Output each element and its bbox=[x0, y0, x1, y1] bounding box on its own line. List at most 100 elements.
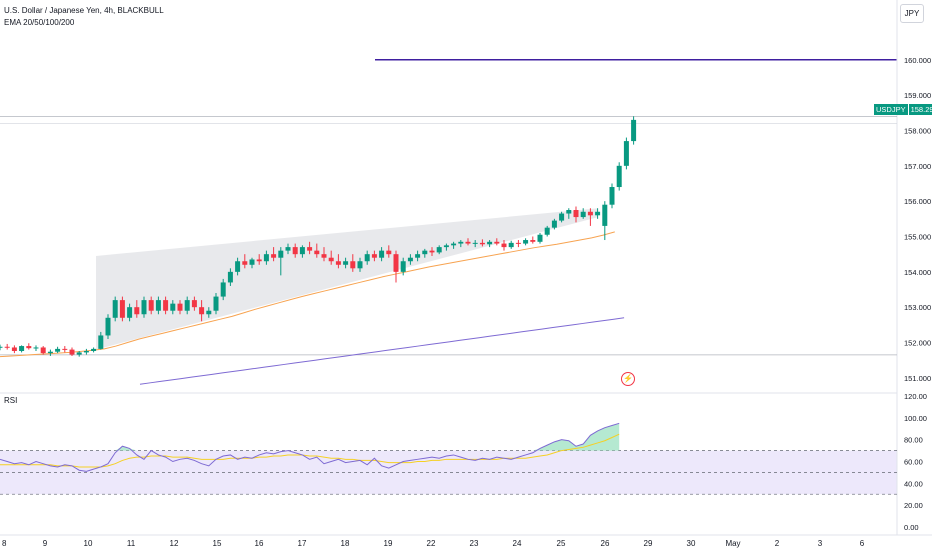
candle-body bbox=[33, 347, 39, 349]
ema-200-line bbox=[139, 317, 625, 385]
candle-body bbox=[227, 271, 233, 283]
time-axis-label: 26 bbox=[601, 539, 610, 548]
price-axis-label: 157.000 bbox=[904, 162, 931, 171]
candle-body bbox=[566, 210, 572, 214]
candle-body bbox=[4, 346, 10, 348]
candle-body bbox=[422, 250, 428, 255]
candle-body bbox=[371, 254, 377, 258]
candle-body bbox=[26, 346, 32, 349]
candle-body bbox=[83, 351, 89, 353]
price-axis-label: 159.000 bbox=[904, 91, 931, 100]
candle-body bbox=[278, 250, 284, 258]
candle-body bbox=[451, 243, 457, 246]
candle-body bbox=[256, 259, 262, 262]
candle-body bbox=[307, 247, 313, 251]
candle-body bbox=[199, 307, 205, 315]
grid-lines bbox=[0, 0, 932, 536]
candle-body bbox=[523, 240, 529, 244]
rising-wedge-drawing[interactable] bbox=[96, 208, 598, 350]
price-axis-label: 154.000 bbox=[904, 268, 931, 277]
candle-body bbox=[220, 282, 226, 297]
candle-body bbox=[40, 347, 46, 354]
candle-body bbox=[55, 348, 61, 352]
price-axis-label: 151.000 bbox=[904, 374, 931, 383]
time-axis-label: 3 bbox=[818, 539, 823, 548]
rsi-axis-label: 40.00 bbox=[904, 479, 923, 488]
candle-body bbox=[19, 346, 25, 352]
candle-body bbox=[98, 335, 104, 349]
candle-body bbox=[530, 240, 536, 242]
candle-body bbox=[11, 347, 17, 352]
price-axis-label: 155.000 bbox=[904, 233, 931, 242]
currency-button[interactable]: JPY bbox=[900, 4, 924, 23]
candle-body bbox=[595, 211, 601, 216]
ema-50-line bbox=[0, 231, 615, 358]
candle-body bbox=[69, 349, 75, 355]
candle-body bbox=[299, 247, 305, 255]
price-axis-label: 156.000 bbox=[904, 197, 931, 206]
rsi-label: RSI bbox=[4, 396, 18, 405]
candle-body bbox=[537, 234, 543, 242]
candle-body bbox=[249, 259, 255, 265]
candle-body bbox=[623, 141, 629, 166]
candle-body bbox=[350, 261, 356, 269]
candle-body bbox=[335, 261, 341, 265]
last-price-symbol: USDJPY bbox=[874, 104, 908, 115]
candle-body bbox=[580, 211, 586, 218]
candle-body bbox=[105, 317, 111, 336]
candle-body bbox=[271, 254, 277, 258]
candle-body bbox=[415, 254, 421, 258]
time-axis-label: 10 bbox=[84, 539, 93, 548]
indicator-legend[interactable]: EMA 20/50/100/200 bbox=[4, 18, 75, 27]
rsi-axis-label: 100.00 bbox=[904, 414, 927, 423]
candle-body bbox=[616, 165, 622, 188]
last-price-value: 158.299 bbox=[908, 104, 932, 115]
candle-body bbox=[0, 346, 3, 348]
rsi-band-fill bbox=[0, 450, 897, 495]
time-axis-label: 19 bbox=[384, 539, 393, 548]
candle-body bbox=[328, 257, 334, 262]
candle-body bbox=[321, 254, 327, 258]
candle-body bbox=[177, 303, 183, 311]
candle-body bbox=[559, 213, 565, 221]
time-axis[interactable]: 8 9 10 11 12 15 16 17 18 19 22 23 24 25 26 29 30 May 2 3 6 bbox=[2, 539, 865, 548]
time-axis-label: 23 bbox=[470, 539, 479, 548]
rsi-axis-label: 80.00 bbox=[904, 436, 923, 445]
candle-body bbox=[573, 210, 579, 218]
event-bolt-icon[interactable]: ⚡ bbox=[621, 372, 635, 386]
candle-body bbox=[141, 300, 147, 315]
symbol-title: U.S. Dollar / Japanese Yen, 4h, BLACKBUL… bbox=[4, 6, 164, 15]
candle-body bbox=[127, 307, 133, 318]
candle-body bbox=[407, 257, 413, 262]
price-axis[interactable]: 160.000 159.000 158.000 157.000 156.000 155.0… bbox=[904, 56, 931, 532]
time-axis-label: 30 bbox=[687, 539, 696, 548]
time-axis-label: 22 bbox=[427, 539, 436, 548]
candle-body bbox=[602, 204, 608, 226]
candle-body bbox=[76, 352, 82, 355]
time-axis-label: 18 bbox=[341, 539, 350, 548]
candle-body bbox=[235, 261, 241, 272]
rsi-overbought-fill bbox=[0, 423, 620, 451]
candle-body bbox=[501, 243, 507, 248]
candle-body bbox=[155, 300, 161, 311]
time-axis-label: 25 bbox=[557, 539, 566, 548]
candle-body bbox=[170, 303, 176, 311]
time-axis-label: 9 bbox=[43, 539, 48, 548]
candle-body bbox=[163, 300, 169, 311]
candle-body bbox=[112, 300, 118, 318]
candle-body bbox=[508, 242, 514, 248]
price-axis-label: 153.000 bbox=[904, 303, 931, 312]
time-axis-label: 2 bbox=[775, 539, 780, 548]
candle-body bbox=[357, 261, 363, 269]
candle-body bbox=[458, 241, 464, 244]
time-axis-label: May bbox=[725, 539, 740, 548]
candle-body bbox=[544, 227, 550, 235]
rsi-line bbox=[0, 422, 620, 472]
candle-body bbox=[91, 348, 97, 352]
time-axis-label: 8 bbox=[2, 539, 7, 548]
candle-body bbox=[314, 250, 320, 255]
candle-body bbox=[191, 300, 197, 308]
candle-body bbox=[213, 296, 219, 311]
candle-body bbox=[551, 220, 557, 228]
